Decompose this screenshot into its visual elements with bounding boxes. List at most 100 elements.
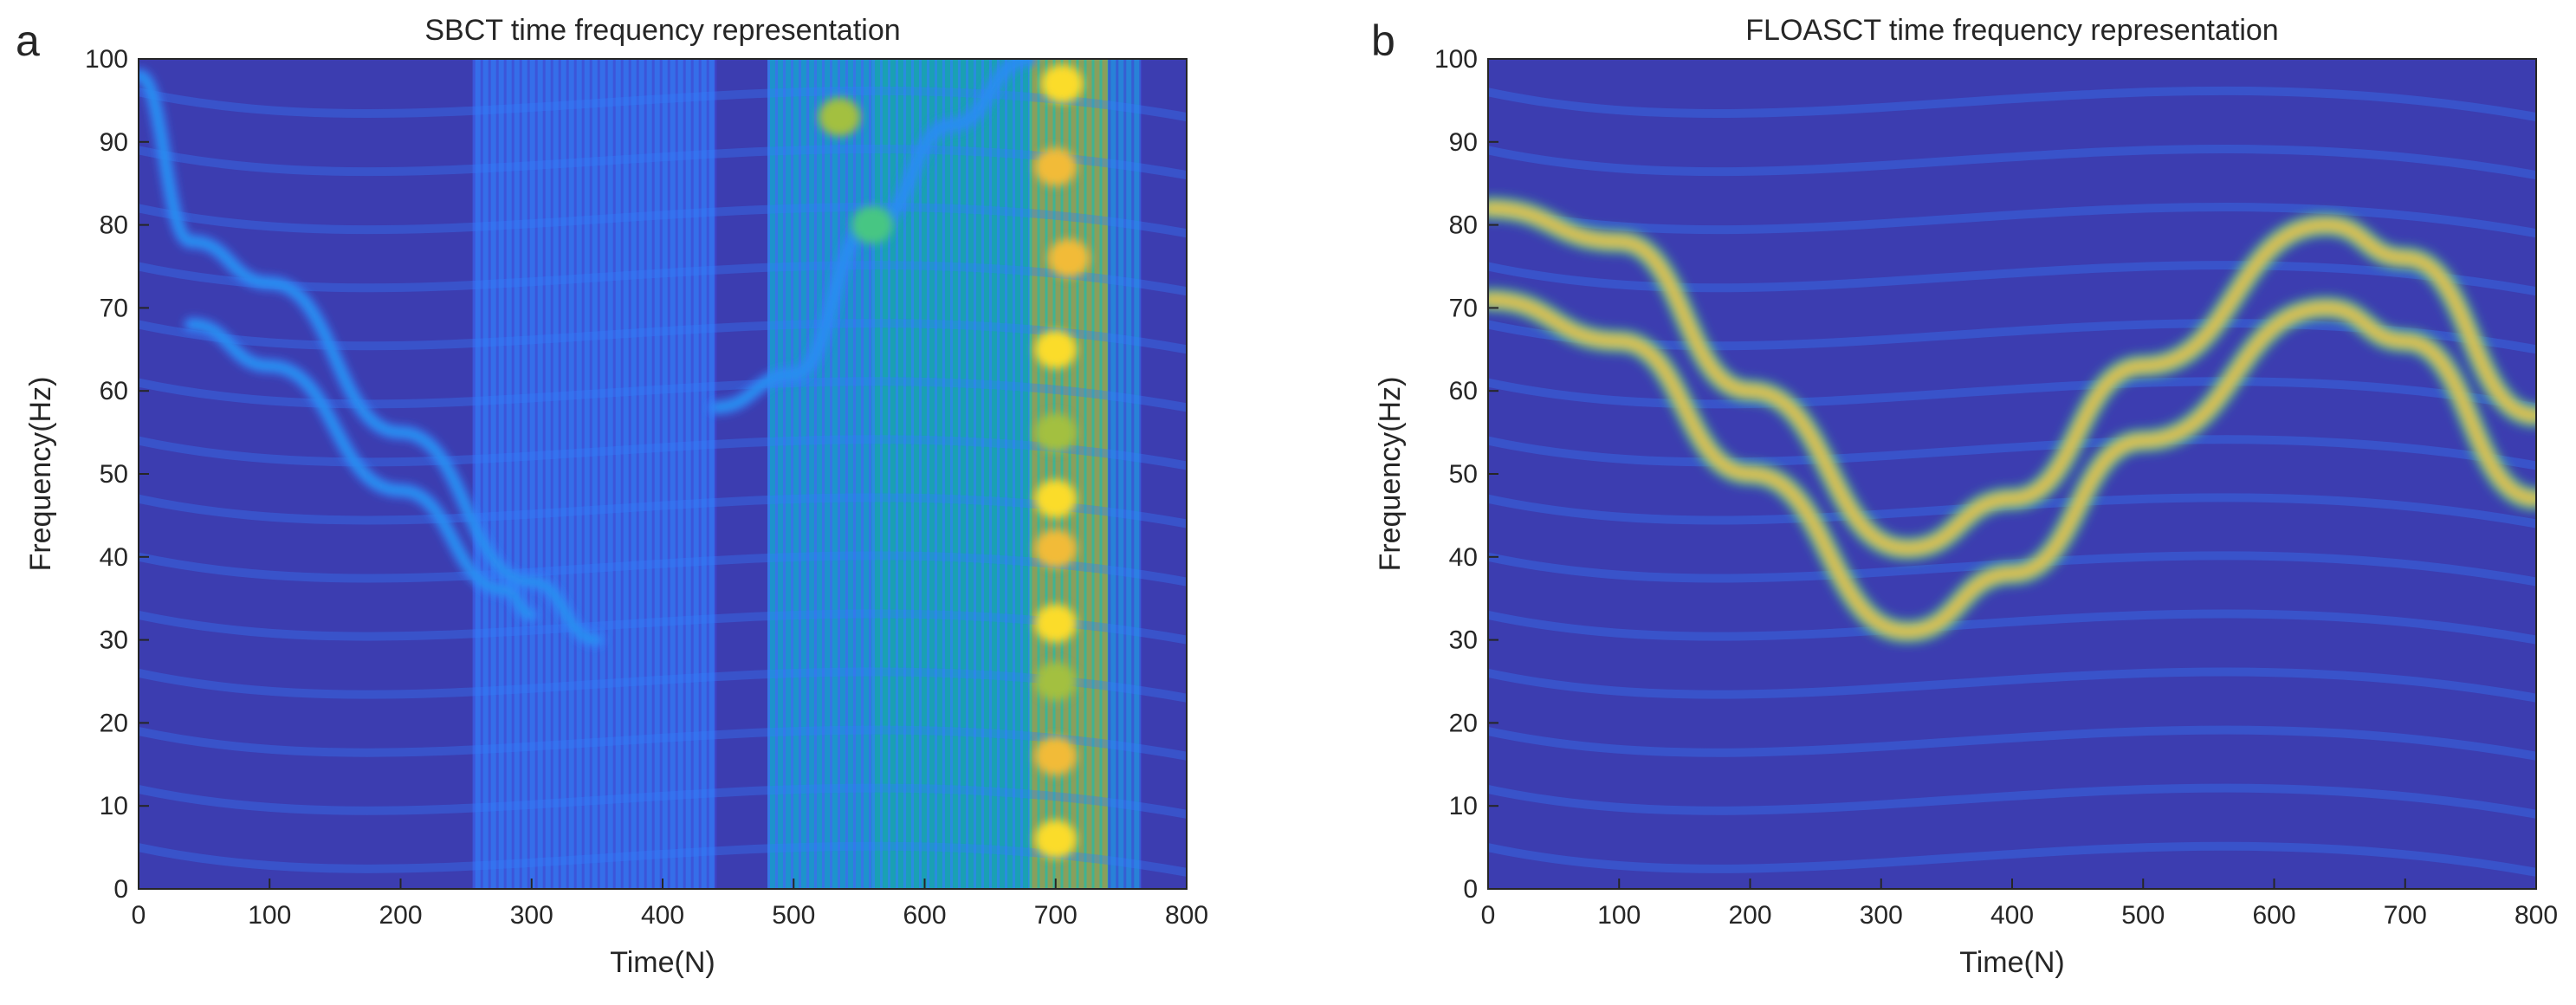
- noise-stripe-a: [612, 59, 616, 889]
- energy-blob-a-3: [1034, 330, 1077, 369]
- noise-stripe-a: [814, 59, 817, 889]
- ridges-b: [1488, 197, 2536, 644]
- noise-stripe-a: [1005, 59, 1007, 889]
- noise-stripe-a: [1013, 59, 1015, 889]
- background-streak-a: [139, 841, 1187, 877]
- background-streak-a: [139, 145, 1187, 180]
- noise-stripe-a: [880, 59, 883, 889]
- noise-stripe-a: [605, 59, 608, 889]
- noise-stripe-a: [1068, 59, 1071, 889]
- background-streak-b: [1488, 145, 2536, 180]
- noise-stripe-a: [1131, 59, 1135, 889]
- energy-blob-a-9: [1034, 736, 1077, 775]
- noise-stripe-a: [706, 59, 709, 889]
- blobs-a: [819, 64, 1090, 859]
- y-axis-label-a: Frequency(Hz): [24, 377, 57, 572]
- background-streak-b: [1488, 86, 2536, 121]
- background-streak-a: [139, 86, 1187, 121]
- x-tick-label: 100: [248, 901, 291, 930]
- y-ticks-b: 0 10 20 30 40 50 60 70 80 90 100: [1434, 45, 1498, 904]
- x-tick-label: 200: [379, 901, 422, 930]
- y-tick-label: 10: [1449, 792, 1478, 820]
- noise-stripe-a: [861, 59, 864, 889]
- background-streak-b: [1488, 609, 2536, 645]
- noise-stripe-a: [1091, 59, 1095, 889]
- energy-blob-a-11: [819, 98, 861, 137]
- noise-stripe-a: [503, 59, 507, 889]
- x-tick-label: 100: [1597, 901, 1641, 930]
- y-ticks-a: 0 10 20 30 40 50 60 70 80 90 100: [85, 45, 149, 904]
- noise-stripe-a: [644, 59, 647, 889]
- background-streak-a: [139, 667, 1187, 703]
- noise-stripe-a: [927, 59, 929, 889]
- noise-stripe-a: [791, 59, 793, 889]
- x-tick-label: 200: [1728, 901, 1771, 930]
- background-streak-a: [139, 203, 1187, 238]
- energy-blob-a-6: [1034, 529, 1077, 568]
- background-streak-b: [1488, 725, 2536, 761]
- noise-stripe-a: [495, 59, 499, 889]
- heatmap-b: [1488, 86, 2536, 877]
- noise-stripe-a: [966, 59, 968, 889]
- noise-stripe-a: [714, 59, 717, 889]
- y-tick-label: 70: [100, 294, 128, 322]
- y-tick-label: 100: [1434, 45, 1478, 74]
- noise-stripe-a: [628, 59, 631, 889]
- noise-stripe-a: [919, 59, 922, 889]
- energy-blob-a-7: [1034, 604, 1077, 643]
- noise-stripe-a: [911, 59, 914, 889]
- noise-stripe-a: [783, 59, 786, 889]
- background-streak-a: [139, 493, 1187, 528]
- background-streak-a: [139, 609, 1187, 645]
- y-tick-label: 90: [100, 128, 128, 157]
- y-tick-label: 30: [1449, 626, 1478, 655]
- chart-title-b: FLOASCT time frequency representation: [1745, 14, 2278, 47]
- energy-blob-a-12: [851, 205, 893, 244]
- y-tick-label: 20: [1449, 709, 1478, 737]
- x-ticks-a: 0 100 200 300 400 500 600 700 800: [132, 879, 1208, 930]
- y-tick-label: 40: [1449, 543, 1478, 572]
- panel-b: b FLOASCT time frequency representation …: [1371, 14, 2558, 979]
- noise-stripe-a: [542, 59, 546, 889]
- noise-stripe-a: [620, 59, 624, 889]
- noise-stripe-a: [1060, 59, 1064, 889]
- noise-stripe-a: [519, 59, 522, 889]
- noise-stripe-a: [1099, 59, 1103, 889]
- noise-band-a-0: [472, 59, 715, 889]
- y-tick-label: 0: [1463, 875, 1478, 904]
- noise-stripe-a: [534, 59, 538, 889]
- y-tick-label: 60: [100, 377, 128, 405]
- y-tick-label: 80: [1449, 211, 1478, 240]
- noise-stripe-a: [903, 59, 906, 889]
- noise-stripe-a: [799, 59, 801, 889]
- noise-stripe-a: [488, 59, 491, 889]
- noise-stripe-a: [527, 59, 530, 889]
- y-tick-label: 70: [1449, 294, 1478, 322]
- ridge-component-1: [1488, 203, 2536, 554]
- noise-stripe-a: [822, 59, 825, 889]
- noise-stripe-a: [651, 59, 655, 889]
- noise-stripe-a: [997, 59, 1000, 889]
- ridge-component-2: [188, 321, 534, 618]
- y-tick-label: 50: [1449, 460, 1478, 489]
- noise-stripe-a: [1045, 59, 1048, 889]
- noise-stripe-a: [675, 59, 678, 889]
- noise-stripe-a: [1108, 59, 1111, 889]
- x-tick-label: 600: [903, 901, 946, 930]
- noise-stripe-a: [589, 59, 592, 889]
- noise-stripe-a: [989, 59, 992, 889]
- noise-stripe-a: [974, 59, 976, 889]
- background-streak-a: [139, 783, 1187, 819]
- plot-background-b: [1488, 59, 2536, 889]
- noise-stripe-a: [1116, 59, 1119, 889]
- y-tick-label: 50: [100, 460, 128, 489]
- background-streak-b: [1488, 377, 2536, 412]
- noise-stripe-a: [511, 59, 515, 889]
- x-tick-label: 500: [772, 901, 815, 930]
- noise-stripe-a: [942, 59, 945, 889]
- y-tick-label: 30: [100, 626, 128, 655]
- noise-stripe-a: [1084, 59, 1087, 889]
- noise-stripe-a: [935, 59, 937, 889]
- background-streak-b: [1488, 261, 2536, 296]
- noise-stripe-a: [830, 59, 832, 889]
